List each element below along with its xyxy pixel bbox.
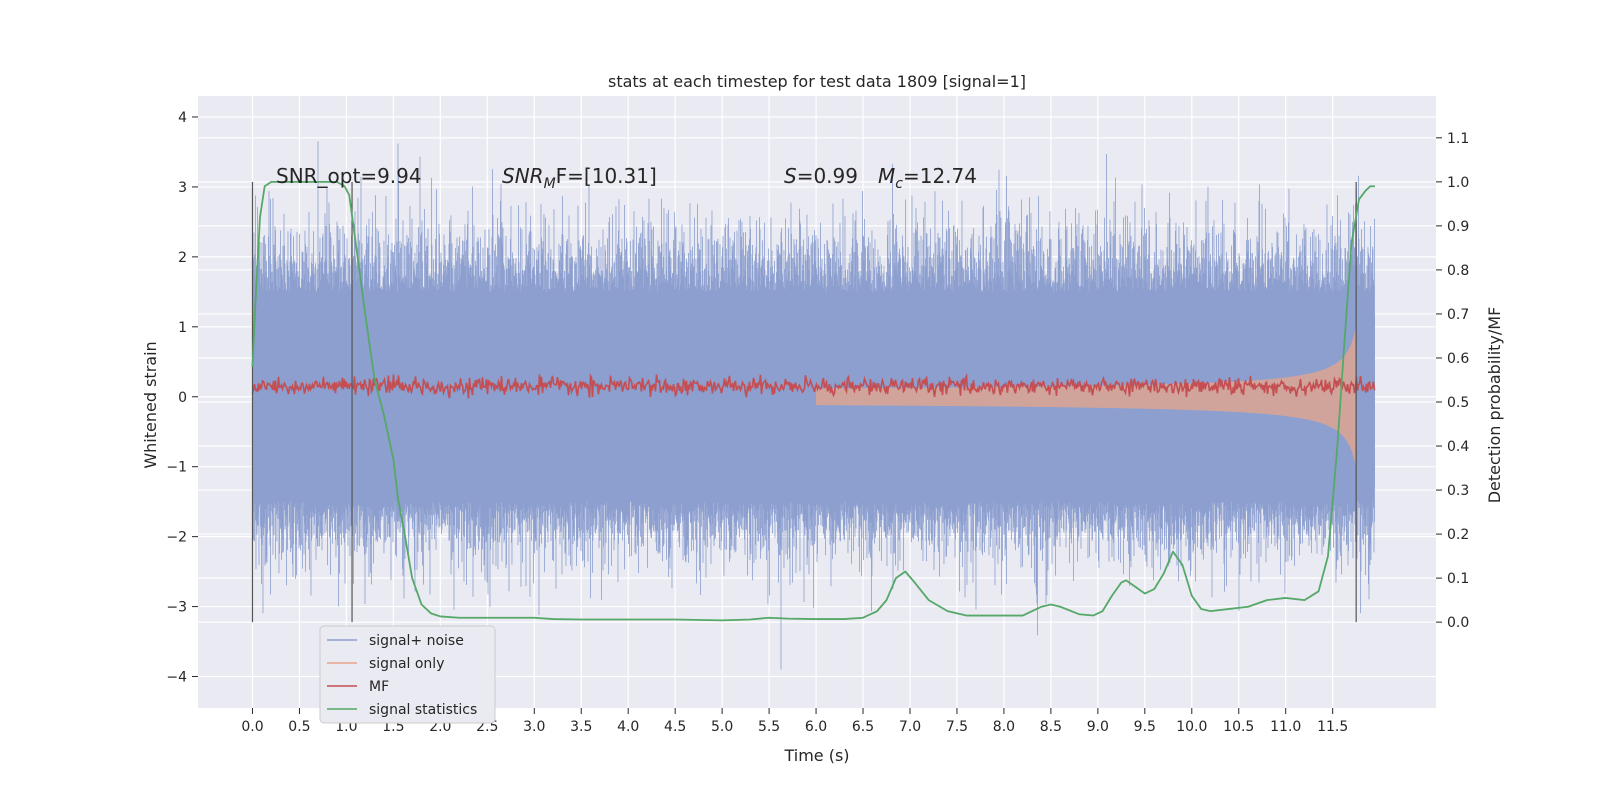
y-tick-label: 1 <box>178 320 187 336</box>
y-axis-title: Whitened strain <box>141 341 160 468</box>
signal-only-envelope <box>816 329 1356 465</box>
y2-tick-label: 0.1 <box>1447 571 1469 587</box>
x-tick-label: 10.0 <box>1176 719 1207 735</box>
x-tick-label: 7.5 <box>946 719 968 735</box>
y2-axis-title: Detection probability/MF <box>1485 307 1504 504</box>
legend-box <box>319 625 496 724</box>
y-tick-label: −2 <box>166 530 187 546</box>
y2-tick-label: 0.6 <box>1447 351 1469 367</box>
y-tick-label: 4 <box>178 110 187 126</box>
y-tick-label: −4 <box>166 670 187 686</box>
y-tick-label: −3 <box>166 600 187 616</box>
y2-tick-label: 1.0 <box>1447 175 1469 191</box>
legend-label-signal-statistics: signal statistics <box>369 702 477 718</box>
y-tick-label: −1 <box>166 460 187 476</box>
x-tick-label: 4.5 <box>664 719 686 735</box>
x-tick-label: 6.0 <box>805 719 827 735</box>
y-tick-label: 3 <box>178 180 187 196</box>
x-tick-label: 8.5 <box>1040 719 1062 735</box>
x-tick-label: 0.0 <box>241 719 263 735</box>
x-tick-label: 0.5 <box>288 719 310 735</box>
mf-line <box>251 373 1376 399</box>
annotation-mc: Mc=12.74 <box>878 164 977 192</box>
signal-statistics-line <box>251 180 1375 622</box>
annotation-snr-mf: SNRMF=[10.31] <box>502 164 657 192</box>
x-tick-label: 9.5 <box>1134 719 1156 735</box>
x-tick-label: 3.5 <box>570 719 592 735</box>
x-tick-label: 10.5 <box>1223 719 1254 735</box>
y2-tick-label: 0.9 <box>1447 219 1469 235</box>
annotation-s: S=0.99 <box>784 164 858 188</box>
x-tick-label: 6.5 <box>852 719 874 735</box>
y2-tick-label: 1.1 <box>1447 131 1469 147</box>
series-signal-only <box>816 329 1356 465</box>
series-signal-statistics <box>251 180 1375 622</box>
x-tick-label: 7.0 <box>899 719 921 735</box>
y2-tick-label: 0.4 <box>1447 439 1469 455</box>
series-mf <box>251 373 1376 399</box>
x-tick-label: 11.0 <box>1270 719 1301 735</box>
x-tick-label: 8.0 <box>993 719 1015 735</box>
event-markers <box>251 181 1357 623</box>
y-axis: −4 −3 −2 −1 0 1 2 3 4 <box>166 110 198 686</box>
x-tick-label: 9.0 <box>1087 719 1109 735</box>
legend-label-signal-only: signal only <box>369 656 444 672</box>
y2-tick-label: 0.0 <box>1447 615 1469 631</box>
x-tick-label: 3.0 <box>523 719 545 735</box>
y2-tick-label: 0.2 <box>1447 527 1469 543</box>
x-tick-label: 5.0 <box>711 719 733 735</box>
chart-title: stats at each timestep for test data 180… <box>608 72 1026 91</box>
y2-tick-label: 0.5 <box>1447 395 1469 411</box>
annotation-snr-opt: SNR_opt=9.94 <box>276 164 422 188</box>
x-tick-label: 11.5 <box>1317 719 1348 735</box>
y2-tick-label: 0.7 <box>1447 307 1469 323</box>
y2-tick-label: 0.8 <box>1447 263 1469 279</box>
y-tick-label: 0 <box>178 390 187 406</box>
legend-label-signal-noise: signal+ noise <box>369 633 464 649</box>
y2-tick-label: 0.3 <box>1447 483 1469 499</box>
x-axis-title: Time (s) <box>783 746 849 765</box>
y-tick-label: 2 <box>178 250 187 266</box>
x-tick-label: 4.0 <box>617 719 639 735</box>
y2-axis: 0.0 0.1 0.2 0.3 0.4 0.5 0.6 0.7 0.8 0.9 1.0 1.1 <box>1436 131 1469 631</box>
legend: signal+ noise signal only MF signal stat… <box>319 625 496 724</box>
legend-label-mf: MF <box>369 679 389 695</box>
x-tick-label: 5.5 <box>758 719 780 735</box>
